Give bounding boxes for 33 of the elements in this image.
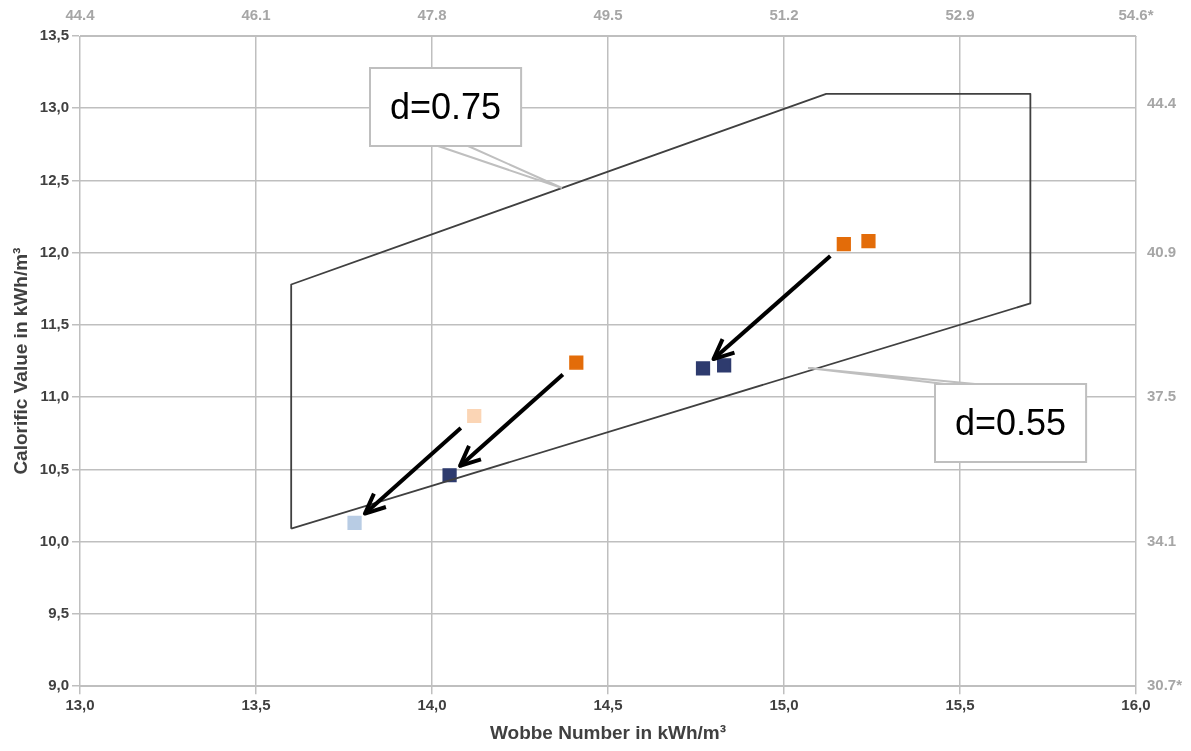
x-tick-label: 15,0	[769, 696, 799, 714]
x2-tick-label: 46.1	[241, 6, 271, 24]
x2-tick-label: 47.8	[417, 6, 447, 24]
y-tick-label: 12,0	[39, 242, 69, 260]
x-tick-label: 13,0	[65, 696, 95, 714]
x2-tick-label: 49.5	[593, 6, 623, 24]
y-tick-label: 10,0	[39, 531, 69, 549]
y-tick-label: 13,0	[39, 98, 69, 116]
annotation: d=0.55	[954, 401, 1067, 443]
y2-tick-label: 34.1	[1146, 531, 1177, 549]
y-axis-title: Calorific Value in kWh/m³	[9, 247, 31, 475]
y-tick-label: 12,5	[39, 170, 69, 188]
y-tick-label: 9,5	[48, 604, 69, 622]
y2-tick-label: 44.4	[1146, 94, 1177, 112]
y2-tick-label: 30.7*	[1146, 676, 1183, 694]
x2-tick-label: 51.2	[769, 6, 799, 24]
x-axis-title: Wobbe Number in kWh/m³	[489, 721, 727, 743]
y-tick-label: 11,0	[40, 387, 69, 405]
y2-tick-label: 37.5	[1146, 387, 1177, 405]
y-tick-label: 9,0	[48, 676, 69, 694]
x2-tick-label: 52.9	[945, 6, 975, 24]
y-tick-label: 11,5	[40, 315, 69, 333]
x2-tick-label: 44.4	[65, 6, 96, 24]
x-tick-label: 13,5	[241, 696, 271, 714]
x-tick-label: 14,0	[417, 696, 447, 714]
y-tick-label: 10,5	[39, 459, 69, 477]
x-tick-label: 16,0	[1121, 696, 1151, 714]
x-tick-label: 14,5	[593, 696, 623, 714]
y-tick-label: 13,5	[39, 26, 69, 44]
y2-tick-label: 40.9	[1146, 242, 1177, 260]
x2-tick-label: 54.6*	[1118, 6, 1154, 24]
annotation: d=0.75	[389, 85, 502, 127]
x-tick-label: 15,5	[945, 696, 975, 714]
